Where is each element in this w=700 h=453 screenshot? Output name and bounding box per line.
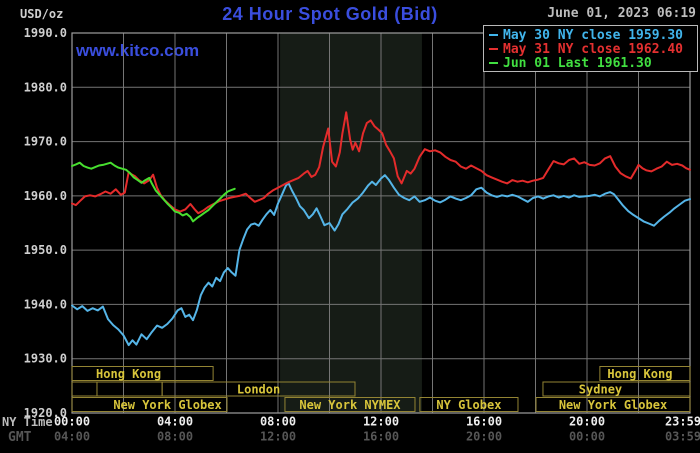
x-tick-label-gmt: 03:59 (665, 430, 700, 444)
legend-row: May 31 NY close 1962.40 (489, 41, 697, 57)
session-box (284, 397, 416, 412)
x-tick-label-ny: 08:00 (260, 415, 296, 429)
legend-label: May 30 NY close 1959.30 (503, 27, 684, 43)
x-tick-label-gmt: 08:00 (157, 430, 193, 444)
x-tick-label-gmt: 12:00 (260, 430, 296, 444)
session-label: Sydney (579, 383, 622, 397)
legend-dash-icon (489, 34, 498, 36)
series-line-jun01 (71, 161, 236, 223)
legend-label: May 31 NY close 1962.40 (503, 41, 684, 57)
x-tick-label-gmt: 16:00 (363, 430, 399, 444)
x-tick-label-ny: 12:00 (363, 415, 399, 429)
y-tick-label: 1920.0 (24, 406, 67, 420)
legend-row: May 30 NY close 1959.30 (489, 27, 697, 43)
y-tick-label: 1970.0 (24, 135, 67, 149)
legend-dash-icon (489, 62, 498, 64)
nymex-session-shaded-band (280, 33, 422, 413)
y-tick-label: 1990.0 (24, 26, 67, 40)
y-tick-label: 1980.0 (24, 80, 67, 94)
plot-border (71, 32, 691, 414)
legend-label: Jun 01 Last 1961.30 (503, 55, 652, 71)
x-tick-label-gmt: 20:00 (466, 430, 502, 444)
session-box (96, 381, 163, 397)
x-tick-label-ny: 23:59 (665, 415, 700, 429)
session-box (161, 381, 356, 397)
session-label: Hong Kong (607, 367, 672, 381)
session-box (599, 366, 691, 381)
x-tick-label-ny: 16:00 (466, 415, 502, 429)
session-box (71, 366, 214, 381)
session-label: NY Globex (436, 398, 501, 412)
y-tick-label: 1950.0 (24, 243, 67, 257)
x-tick-label-ny: 20:00 (569, 415, 605, 429)
session-box (71, 381, 98, 397)
session-box (419, 397, 519, 412)
legend-box: May 30 NY close 1959.30 May 31 NY close … (483, 25, 698, 72)
session-label: Hong Kong (96, 367, 161, 381)
y-tick-label: 1960.0 (24, 189, 67, 203)
x-tick-label-gmt: 04:00 (54, 430, 90, 444)
session-label: New York Globex (113, 398, 221, 412)
x-tick-label-ny: 04:00 (157, 415, 193, 429)
session-label: London (237, 383, 280, 397)
session-box (542, 381, 691, 397)
session-label: New York NYMEX (299, 398, 401, 412)
x-tick-label-ny: 00:00 (54, 415, 90, 429)
gmt-axis-label: GMT (8, 430, 32, 445)
y-axis-unit-label: USD/oz (20, 7, 64, 21)
session-label: New York Globex (559, 398, 667, 412)
session-box (71, 397, 228, 412)
y-tick-label: 1940.0 (24, 297, 67, 311)
legend-dash-icon (489, 48, 498, 50)
legend-row: Jun 01 Last 1961.30 (489, 55, 697, 71)
kitco-watermark: www.kitco.com (76, 41, 200, 60)
ny-time-axis-label: NY Time (2, 415, 53, 429)
page-title: 24 Hour Spot Gold (Bid) (222, 4, 438, 24)
session-box (535, 397, 691, 412)
series-line-may30 (71, 174, 691, 347)
y-tick-label: 1930.0 (24, 352, 67, 366)
x-tick-label-gmt: 00:00 (569, 430, 605, 444)
date-time: June 01, 2023 06:19 (547, 6, 696, 21)
